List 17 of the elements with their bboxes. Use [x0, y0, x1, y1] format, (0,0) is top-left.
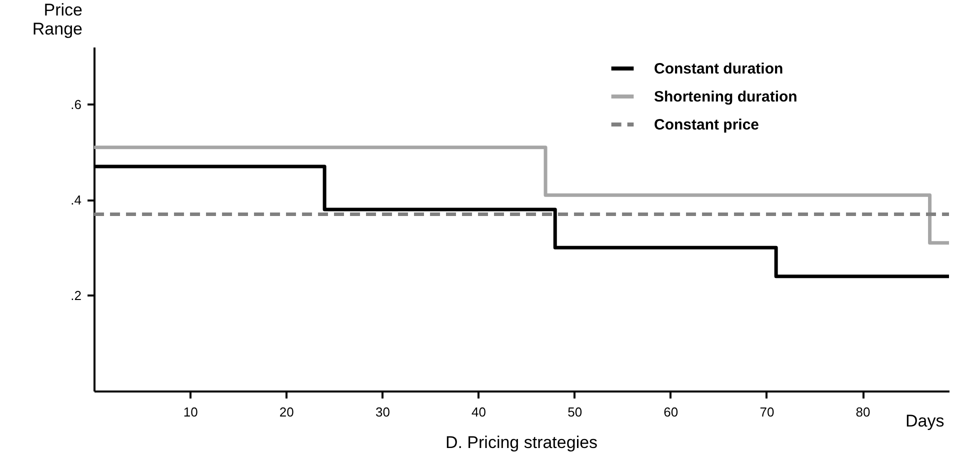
x-tick-label: 60: [664, 404, 678, 420]
legend-label: Constant price: [654, 116, 760, 134]
x-tick-label: 80: [856, 404, 870, 420]
x-axis-title: Days: [906, 412, 944, 430]
x-tick-label: 50: [568, 404, 582, 420]
y-tick-label: .4: [70, 192, 82, 208]
legend-label: Constant duration: [654, 60, 784, 78]
y-tick-label: .6: [70, 96, 82, 112]
x-tick-label: 70: [760, 404, 774, 420]
x-tick-label: 10: [183, 404, 198, 420]
text: D. Pricing strategies: [445, 433, 598, 452]
x-tick-label: 40: [472, 404, 486, 420]
legend-label: Shortening duration: [654, 88, 798, 106]
x-tick-label: 30: [375, 404, 390, 420]
y-axis-title: Price Range: [32, 0, 82, 38]
y-tick-label: .2: [70, 288, 82, 303]
x-tick-label: 20: [279, 404, 294, 420]
